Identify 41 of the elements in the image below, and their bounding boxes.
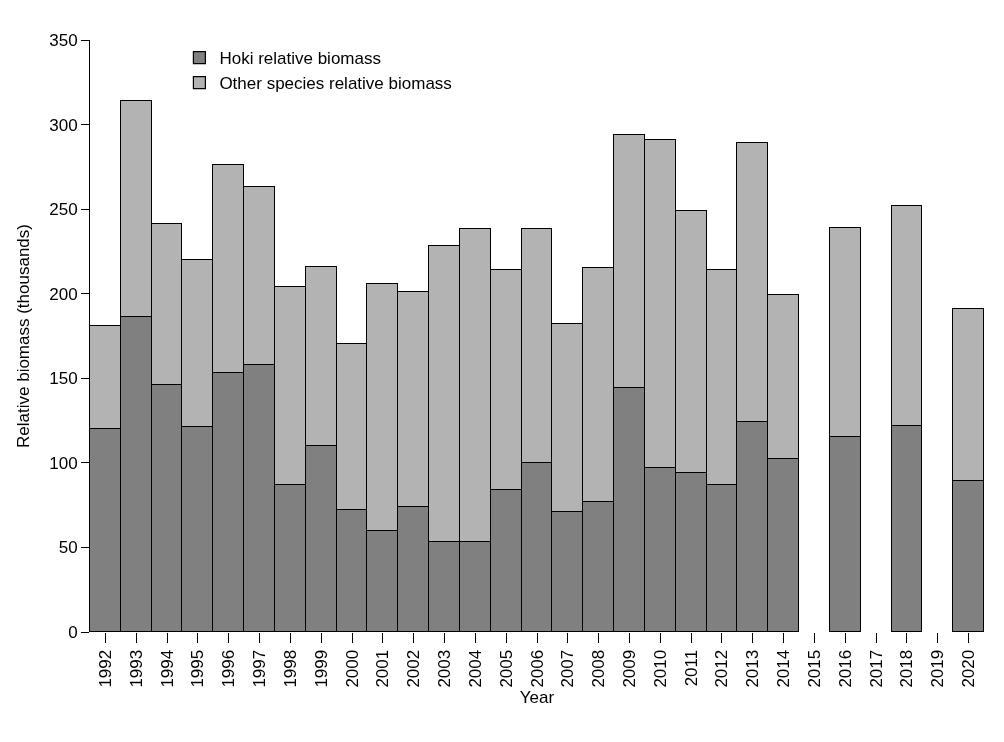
y-tick-label: 50 (58, 538, 78, 558)
legend-label: Other species relative biomass (219, 74, 452, 94)
x-tick-label: 2014 (774, 649, 794, 688)
x-tick-label: 2015 (804, 649, 824, 688)
x-tick-label: 1995 (188, 649, 208, 688)
y-tick-label: 150 (49, 369, 78, 389)
y-tick-label: 350 (49, 30, 78, 50)
x-tick-label: 2007 (558, 649, 578, 688)
x-tick-label: 1997 (250, 649, 270, 688)
x-tick-label: 1998 (280, 649, 300, 688)
y-axis-title: Relative biomass (thousands) (13, 224, 33, 448)
x-tick-label: 2008 (589, 649, 609, 688)
x-tick-label: 2019 (928, 649, 948, 688)
y-tick-label: 300 (49, 115, 78, 135)
x-tick-label: 2017 (866, 649, 886, 688)
x-tick-label: 2006 (527, 649, 547, 688)
x-tick-label: 2012 (712, 649, 732, 688)
x-tick-label: 2011 (681, 649, 701, 687)
x-tick-label: 2005 (496, 649, 516, 688)
x-axis-title: Year (519, 688, 555, 708)
x-tick-label: 1992 (95, 649, 115, 688)
x-tick-label: 2001 (373, 649, 393, 688)
y-tick-label: 100 (49, 453, 78, 473)
y-tick-label: 200 (49, 284, 78, 304)
x-tick-label: 2000 (342, 649, 362, 688)
x-tick-label: 2009 (620, 649, 640, 688)
x-tick-label: 2002 (404, 649, 424, 688)
x-tick-label: 2020 (959, 649, 979, 688)
x-tick-label: 1999 (311, 649, 331, 688)
x-tick-label: 2016 (835, 649, 855, 688)
x-tick-label: 2018 (897, 649, 917, 688)
x-tick-label: 2013 (743, 649, 763, 688)
x-tick-label: 2003 (435, 649, 455, 688)
x-tick-label: 1996 (219, 649, 239, 688)
x-tick-label: 2004 (465, 649, 485, 688)
legend-label: Hoki relative biomass (219, 49, 381, 69)
x-tick-label: 1993 (126, 649, 146, 688)
x-tick-label: 2010 (650, 649, 670, 688)
y-tick-label: 0 (68, 622, 78, 642)
x-tick-label: 1994 (157, 649, 177, 688)
y-tick-label: 250 (49, 200, 78, 220)
